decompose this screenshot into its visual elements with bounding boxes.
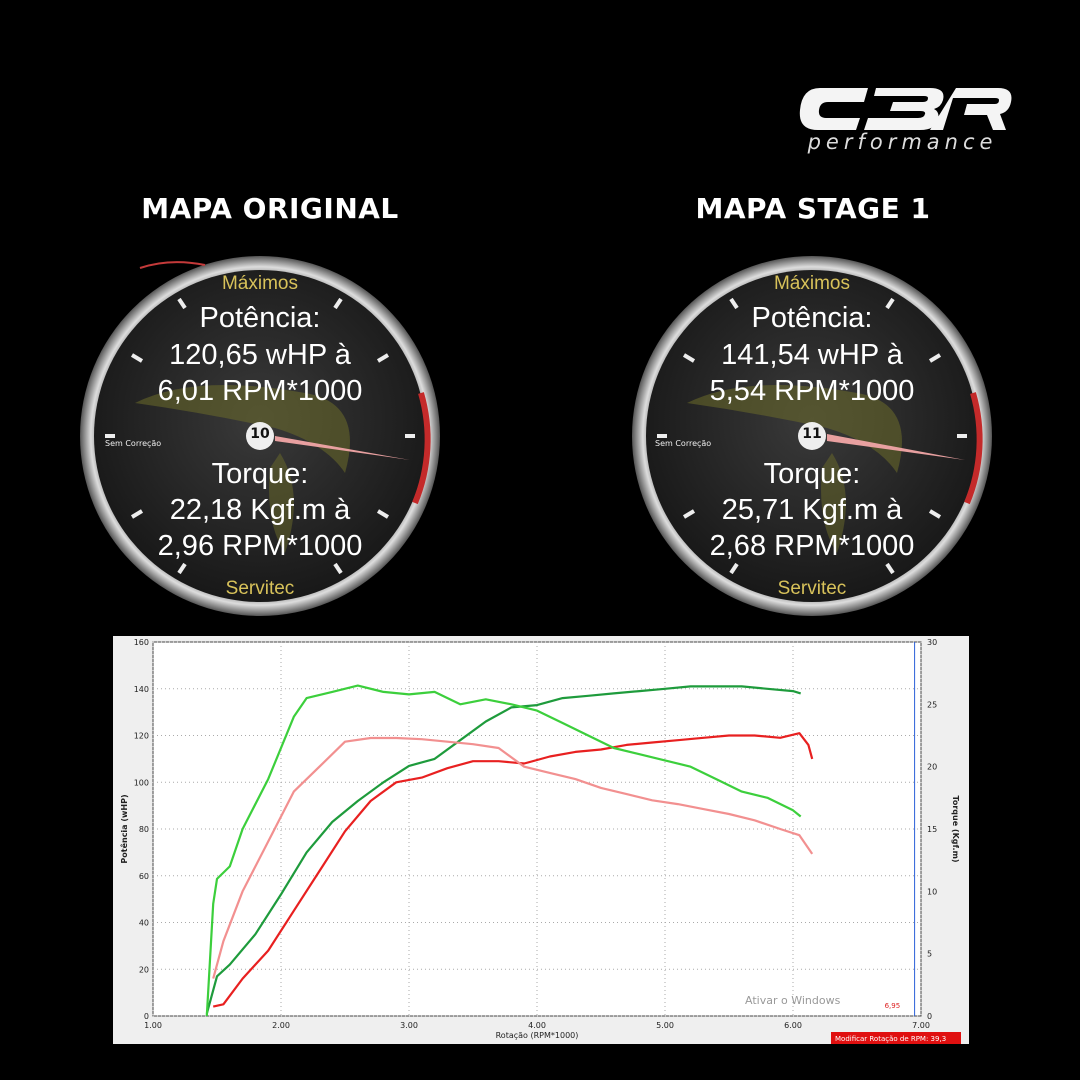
y-right-tick-label: 10 — [927, 887, 937, 896]
x-tick-label: 3.00 — [400, 1021, 418, 1030]
status-bar-text: Modificar Rotação de RPM: 39,3 — [835, 1035, 946, 1043]
gauge-dial — [80, 256, 440, 616]
y-left-tick-label: 80 — [139, 825, 149, 834]
brand-logo — [799, 88, 1012, 130]
x-tick-label: 1.00 — [144, 1021, 162, 1030]
gauge-original: Máximos Potência: 120,65 wHP à 6,01 RPM*… — [75, 253, 445, 623]
series-line-0 — [205, 685, 802, 1014]
gauge-dial — [632, 256, 992, 616]
power-label: Potência: — [199, 302, 321, 334]
y-left-axis-label: Potência (wHP) — [119, 794, 129, 863]
gauge-side-label: Sem Correção — [105, 439, 162, 448]
x-tick-label: 7.00 — [912, 1021, 930, 1030]
x-axis-label: Rotação (RPM*1000) — [496, 1031, 579, 1040]
power-value: 141,54 wHP à — [721, 339, 903, 371]
power-rpm: 6,01 RPM*1000 — [157, 375, 363, 407]
power-value: 120,65 wHP à — [169, 339, 351, 371]
torque-rpm: 2,68 RPM*1000 — [709, 530, 915, 562]
gauge-center-number: 10 — [250, 426, 270, 442]
y-left-tick-label: 120 — [134, 732, 149, 741]
y-left-tick-label: 60 — [139, 872, 149, 881]
x-tick-label: 2.00 — [272, 1021, 290, 1030]
y-right-tick-label: 25 — [927, 700, 937, 709]
series-line-2 — [205, 684, 802, 1017]
gauge-side-label: Sem Correção — [655, 439, 712, 448]
x-tick-label: 6.00 — [784, 1021, 802, 1030]
series-line-3 — [212, 736, 814, 979]
y-left-tick-label: 40 — [139, 919, 149, 928]
torque-value: 22,18 Kgf.m à — [169, 494, 351, 526]
y-left-tick-label: 100 — [134, 778, 149, 787]
power-label: Potência: — [751, 302, 873, 334]
y-left-tick-label: 0 — [144, 1012, 149, 1021]
y-left-tick-label: 140 — [134, 685, 149, 694]
y-left-tick-label: 20 — [139, 965, 149, 974]
rpm-marker-label: 6,95 — [885, 1002, 901, 1010]
gauge-top-label: Máximos — [221, 273, 298, 294]
y-right-axis-label: Torque (Kgf.m) — [951, 795, 960, 862]
y-right-tick-label: 15 — [927, 825, 937, 834]
map-original-title: MAPA ORIGINAL — [141, 192, 399, 225]
x-tick-label: 5.00 — [656, 1021, 674, 1030]
y-right-tick-label: 20 — [927, 763, 937, 772]
brand-subtitle: performance — [807, 130, 998, 154]
power-rpm: 5,54 RPM*1000 — [709, 375, 915, 407]
series-line-1 — [212, 732, 814, 1008]
x-tick-label: 4.00 — [528, 1021, 546, 1030]
dyno-chart-panel: 1.00 2.00 3.00 4.00 5.00 6.00 7.00 0 20 40 60 80 100… — [113, 636, 969, 1044]
y-right-tick-label: 30 — [927, 638, 937, 647]
gauge-top-label: Máximos — [773, 273, 850, 294]
gauge-bottom-label: Servitec — [777, 578, 847, 599]
y-right-tick-label: 5 — [927, 950, 932, 959]
y-left-tick-label: 160 — [134, 638, 149, 647]
torque-label: Torque: — [763, 458, 861, 490]
status-bar — [831, 1032, 961, 1044]
torque-label: Torque: — [211, 458, 309, 490]
dyno-chart: 1.00 2.00 3.00 4.00 5.00 6.00 7.00020406080100… — [119, 638, 961, 1044]
torque-value: 25,71 Kgf.m à — [721, 494, 903, 526]
windows-activation-watermark: Ativar o Windows — [745, 994, 841, 1007]
torque-rpm: 2,96 RPM*1000 — [157, 530, 363, 562]
map-stage1-title: MAPA STAGE 1 — [695, 192, 931, 225]
gauge-bottom-label: Servitec — [225, 578, 295, 599]
y-right-tick-label: 0 — [927, 1012, 932, 1021]
gauge-stage1: Máximos Potência: 141,54 wHP à 5,54 RPM*… — [627, 253, 997, 623]
gauge-center-number: 11 — [802, 426, 822, 442]
